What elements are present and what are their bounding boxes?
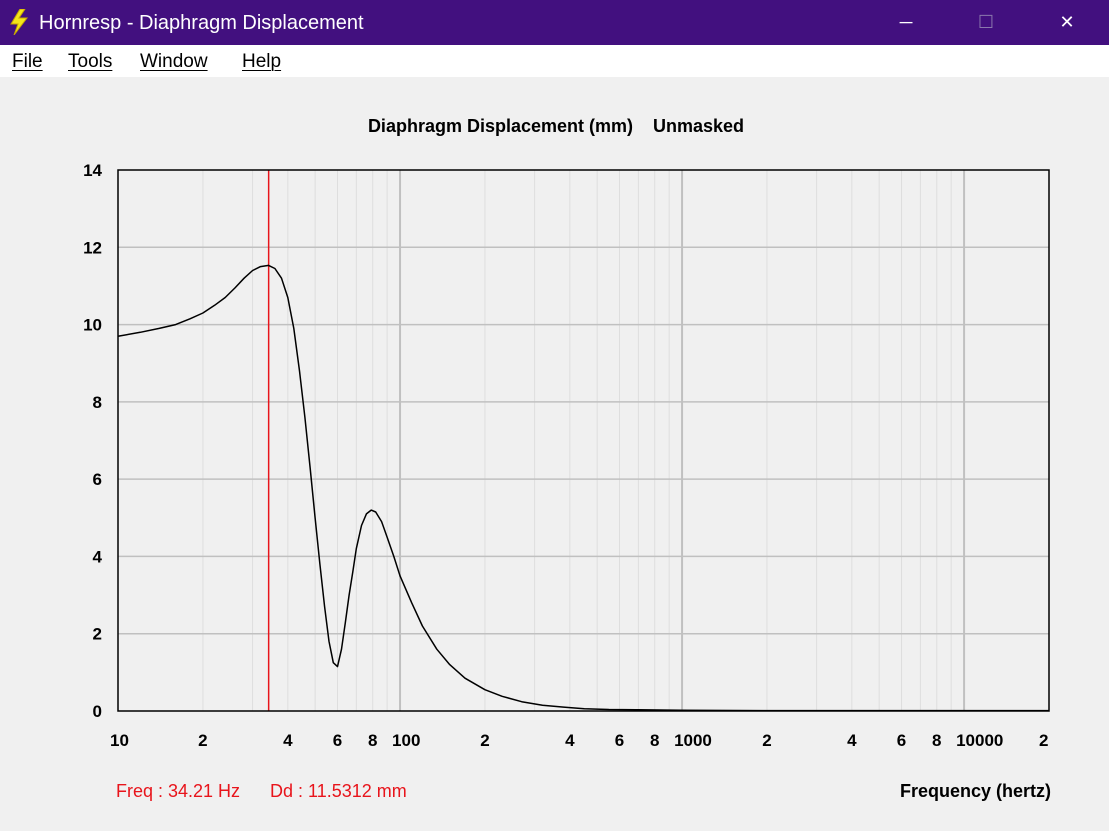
x-tick-label: 8 [932,731,941,750]
x-tick-label: 4 [283,731,293,750]
x-tick-label: 2 [1039,731,1048,750]
x-tick-label: 6 [897,731,906,750]
x-tick-label: 8 [368,731,377,750]
menu-help[interactable]: Help [242,51,282,72]
y-tick-labels: 0 2 4 6 8 10 12 14 [83,161,102,721]
displacement-curve [117,264,1049,712]
close-icon: ✕ [1059,12,1075,32]
chart-area[interactable]: Diaphragm Displacement (mm) Unmasked 0 2 4… [0,77,1109,831]
x-tick-label: 2 [762,731,771,750]
close-button[interactable]: ✕ [1028,0,1106,45]
chart-title: Diaphragm Displacement (mm) Unmasked [368,116,744,136]
maximize-icon: ☐ [977,12,995,32]
x-tick-label: 2 [198,731,207,750]
freq-readout: Freq : 34.21 Hz [116,781,240,801]
displacement-chart[interactable]: Diaphragm Displacement (mm) Unmasked 0 2 4… [0,77,1109,831]
plot-frame [117,169,1050,712]
title-bar[interactable]: Hornresp - Diaphragm Displacement ─ ☐ ✕ [0,0,1109,45]
lightning-bolt-icon [8,8,30,36]
x-tick-label: 6 [615,731,624,750]
menu-tools[interactable]: Tools [68,51,113,72]
y-tick-label: 6 [93,470,102,489]
grid [118,170,1049,711]
y-tick-label: 4 [93,547,103,566]
y-tick-label: 14 [83,161,102,180]
x-tick-label: 8 [650,731,659,750]
x-tick-label: 6 [333,731,342,750]
menu-window[interactable]: Window [140,51,208,72]
minimize-icon: ─ [899,12,913,32]
x-tick-label: 4 [847,731,857,750]
maximize-button[interactable]: ☐ [947,0,1025,45]
y-tick-label: 0 [93,702,102,721]
x-tick-label: 2 [480,731,489,750]
x-tick-label: 1000 [674,731,712,750]
dd-readout: Dd : 11.5312 mm [270,781,407,801]
y-tick-label: 10 [83,316,102,335]
minimize-button[interactable]: ─ [867,0,945,45]
x-tick-label: 10000 [956,731,1003,750]
y-tick-label: 12 [83,238,102,257]
curve-group [117,264,1049,712]
y-tick-label: 8 [93,393,102,412]
menu-file[interactable]: File [12,51,43,72]
y-tick-label: 2 [93,625,102,644]
menu-bar: File Tools Window Help [0,45,1109,77]
x-tick-label: 100 [392,731,420,750]
x-tick-labels: 10 2 4 6 8 100 2 4 6 8 1000 2 4 6 8 10000 2 [110,731,1048,750]
x-tick-label: 10 [110,731,129,750]
window-title: Hornresp - Diaphragm Displacement [39,12,364,34]
x-tick-label: 4 [565,731,575,750]
x-axis-label: Frequency (hertz) [900,781,1051,801]
